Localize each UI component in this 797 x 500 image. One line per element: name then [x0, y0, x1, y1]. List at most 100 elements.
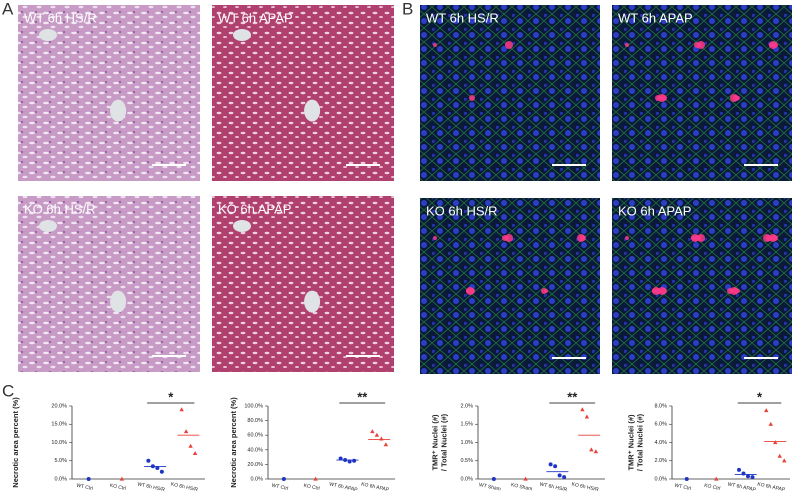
data-point: [523, 476, 528, 481]
tmr-spot: [505, 41, 513, 49]
tmr-spot: [691, 236, 695, 240]
x-tick-label: KO 6h HS/R: [170, 482, 199, 494]
tmr-spot: [469, 95, 475, 101]
tmr-spot: [466, 289, 470, 293]
vessel: [39, 29, 57, 41]
x-tick-label: WT Sham: [478, 482, 501, 492]
x-tick-label: KO Sham: [510, 482, 532, 492]
data-point: [119, 476, 125, 481]
y-tick-label: 0.0%: [654, 476, 667, 482]
micrograph: KO 6h APAP: [612, 198, 792, 374]
y-tick-label: 6.0%: [654, 422, 667, 428]
micrograph: KO 6h APAP: [212, 196, 394, 372]
x-tick-label: WT Ctrl: [271, 483, 289, 492]
x-tick-label: WT 6h APAP: [727, 481, 757, 493]
vessel: [304, 99, 321, 122]
data-point: [768, 421, 773, 426]
data-point: [281, 477, 286, 481]
micrograph: WT 6h HS/R: [420, 5, 600, 181]
data-point: [741, 471, 746, 476]
image-panels: A B C WT 6h HS/R WT 6h APAP KO 6h HS/R KO 6h A…: [2, 0, 792, 400]
x-tick-label: WT Ctrl: [76, 483, 94, 492]
significance-label: **: [567, 389, 578, 404]
data-point: [347, 459, 352, 464]
tmr-spot: [763, 234, 771, 242]
data-point: [548, 462, 553, 467]
y-axis-title: / Total Nuclei (#): [439, 413, 448, 471]
y-tick-label: 100.0%: [244, 403, 263, 409]
data-point: [146, 458, 151, 463]
x-tick-label: KO 6h HS/R: [571, 482, 600, 494]
data-point: [352, 458, 357, 463]
image-label: WT 6h HS/R: [426, 10, 499, 25]
y-tick-label: 5.0%: [54, 458, 67, 464]
vessel: [110, 99, 127, 122]
data-point: [589, 447, 594, 452]
data-point: [584, 414, 590, 419]
image: [612, 5, 792, 181]
significance-label: *: [168, 389, 174, 404]
x-tick-label: WT Ctrl: [674, 483, 692, 492]
tmr-spot: [652, 289, 656, 293]
y-tick-label: 60.0%: [247, 433, 263, 439]
micrograph: WT 6h APAP: [612, 5, 792, 181]
vessel: [304, 290, 321, 313]
significance-label: *: [757, 389, 763, 404]
tmr-spot: [655, 95, 661, 101]
y-axis-title: TMR⁺ Nuclei (#): [626, 414, 635, 471]
panel-letter: C: [2, 381, 14, 400]
data-point: [374, 432, 380, 437]
data-point: [313, 476, 318, 481]
data-point: [750, 475, 755, 480]
data-point: [86, 477, 91, 481]
data-point: [782, 458, 787, 463]
tmr-spot: [730, 94, 738, 102]
y-tick-label: 20.0%: [51, 403, 67, 409]
tmr-spot: [577, 234, 585, 242]
y-tick-label: 0.0%: [250, 476, 263, 482]
vessel: [233, 29, 251, 41]
y-tick-label: 0.0%: [460, 476, 473, 482]
y-tick-label: 80.0%: [247, 418, 263, 424]
data-point: [179, 407, 184, 412]
image: [420, 198, 600, 374]
micrograph: WT 6h HS/R: [18, 5, 200, 181]
data-point: [777, 453, 782, 458]
x-tick-label: WT 6h APAP: [329, 481, 359, 493]
data-point: [746, 474, 750, 479]
image-label: KO 6h APAP: [618, 203, 691, 218]
x-tick-label: KO 6h APAP: [757, 481, 787, 493]
dot-plot: 0.0% 5.0% 10.0% 15.0% 20.0% Necrotic area per…: [11, 389, 205, 493]
y-tick-label: 1.0%: [460, 440, 473, 446]
data-point: [383, 442, 389, 447]
data-point: [338, 456, 343, 461]
vessel: [39, 220, 57, 232]
data-point: [773, 440, 778, 445]
y-axis-title: Necrotic area percent (%): [229, 397, 238, 488]
y-axis-title: TMR⁺ Nuclei (#): [430, 414, 439, 471]
data-point: [580, 407, 585, 412]
x-tick-label: KO Ctrl: [303, 483, 320, 492]
panel-letter: B: [402, 0, 413, 18]
x-tick-label: WT 6h HS/R: [539, 481, 568, 493]
image-label: KO 6h APAP: [218, 201, 291, 216]
y-tick-label: 10.0%: [51, 440, 67, 446]
micrograph: KO 6h HS/R: [420, 198, 600, 374]
vessel: [233, 220, 251, 232]
data-point: [553, 464, 558, 469]
significance-label: **: [357, 389, 368, 404]
data-point: [188, 443, 193, 448]
data-point: [183, 429, 189, 434]
tmr-spot: [502, 235, 508, 241]
data-point: [593, 449, 599, 454]
y-tick-label: 8.0%: [654, 403, 667, 409]
tmr-spot: [433, 43, 437, 47]
image-label: WT 6h APAP: [218, 10, 293, 25]
data-point: [714, 476, 719, 481]
image: [612, 198, 792, 374]
y-tick-label: 1.5%: [460, 422, 473, 428]
y-tick-label: 20.0%: [247, 462, 263, 468]
data-point: [370, 429, 375, 434]
y-axis-title: Necrotic area percent (%): [11, 397, 20, 488]
